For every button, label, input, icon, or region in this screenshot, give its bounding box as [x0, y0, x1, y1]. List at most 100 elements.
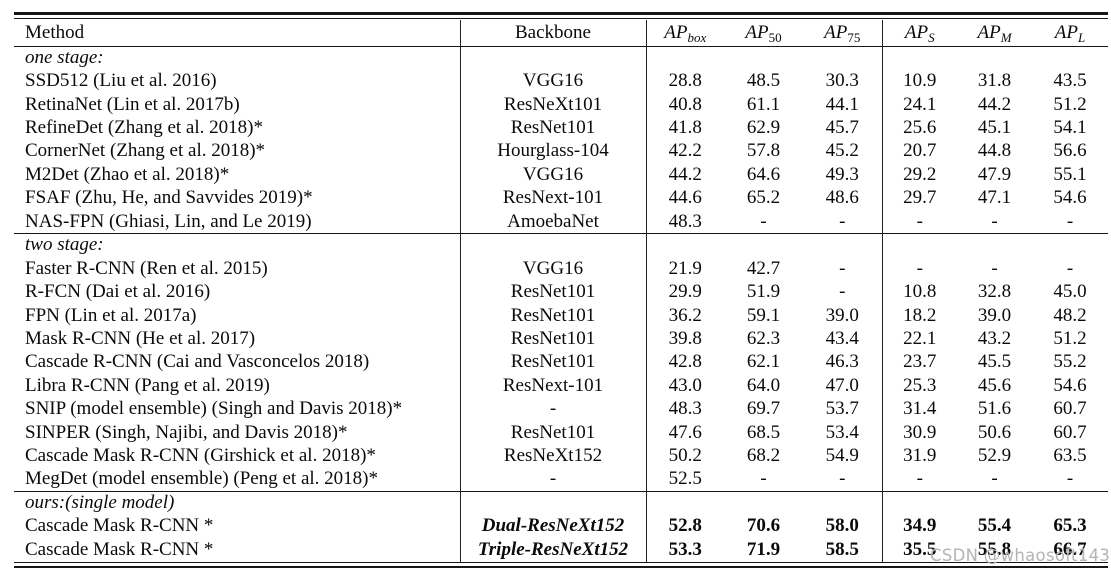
metric-value-cell: 44.6 [645, 186, 724, 211]
metric-value-cell: 54.6 [1053, 374, 1087, 396]
metric-value-cell: 52.9 [977, 445, 1012, 467]
method-cell: Cascade Mask R-CNN * [25, 515, 214, 537]
section-label: two stage: [14, 232, 460, 257]
metric-value-cell: 42.2 [645, 139, 724, 164]
backbone-cell: AmoebaNet [459, 210, 646, 234]
metric-value-cell: 10.8 [881, 280, 957, 304]
metric-value-cell: 21.9 [645, 256, 724, 281]
method-cell: SINPER (Singh, Najibi, and Davis 2018)* [25, 421, 348, 443]
section-label: one stage: [14, 45, 460, 70]
metric-value-cell: 65.2 [746, 187, 781, 209]
method-cell: FPN (Lin et al. 2017a) [25, 304, 197, 326]
metric-value-cell: 52.8 [645, 514, 724, 539]
method-cell: Cascade Mask R-CNN (Girshick et al. 2018… [25, 445, 376, 467]
metric-value-cell: 47.1 [977, 187, 1012, 209]
method-cell: SNIP (model ensemble) (Singh and Davis 2… [25, 398, 403, 420]
metric-value-cell: 57.8 [746, 140, 781, 162]
metric-value-cell: 62.1 [746, 351, 781, 373]
table-row: RetinaNet (Lin et al. 2017b) ResNeXt101 40… [14, 92, 1108, 117]
metric-value-cell: 41.8 [645, 116, 724, 140]
metric-value-cell: - [991, 257, 998, 279]
backbone-cell: VGG16 [459, 256, 646, 281]
empty-cell [459, 232, 646, 257]
metric-value-cell: 43.0 [645, 374, 724, 398]
metric-value-cell: 43.4 [825, 327, 859, 349]
metric-value-cell: 54.1 [1053, 117, 1087, 139]
metric-value-cell: 54.9 [825, 445, 859, 467]
metric-value-cell: - [839, 257, 846, 279]
empty-cell [803, 45, 882, 70]
metric-value-cell: 35.5 [881, 538, 957, 562]
table-row: SINPER (Singh, Najibi, and Davis 2018)* R… [14, 421, 1108, 445]
metric-value-cell: 25.6 [881, 116, 957, 140]
metric-value-cell: 47.0 [825, 374, 859, 396]
metric-value-cell: 45.0 [1053, 281, 1087, 303]
metric-value-cell: 70.6 [746, 515, 781, 537]
table-row: SNIP (model ensemble) (Singh and Davis 2… [14, 397, 1108, 421]
metric-value-cell: - [1066, 210, 1074, 232]
metric-value-cell: 42.8 [645, 350, 724, 375]
header-row: Method Backbone APbox AP50 AP75 APS APM APL [14, 19, 1108, 47]
metric-value-cell: 48.5 [746, 70, 781, 92]
metric-value-cell: 43.5 [1053, 70, 1087, 92]
metric-value-cell: 32.8 [977, 281, 1012, 303]
method-cell: NAS-FPN (Ghiasi, Lin, and Le 2019) [25, 210, 312, 232]
metric-value-cell: 31.4 [881, 397, 957, 421]
table-top-rule-thin [14, 18, 1108, 20]
col-header-ap-box: APbox [645, 19, 724, 47]
empty-cell [645, 490, 724, 515]
metric-value-cell: 69.7 [746, 398, 781, 420]
metric-value-cell: - [881, 210, 957, 234]
method-cell: RetinaNet (Lin et al. 2017b) [25, 93, 240, 115]
backbone-cell: ResNeXt101 [459, 92, 646, 117]
metric-value-cell: 23.7 [881, 350, 957, 375]
method-cell: R-FCN (Dai et al. 2016) [25, 281, 211, 303]
table-row: Cascade R-CNN (Cai and Vasconcelos 2018)… [14, 350, 1108, 375]
metric-value-cell: 61.1 [746, 93, 781, 115]
backbone-cell: ResNext-101 [459, 186, 646, 211]
metric-value-cell: 47.9 [977, 163, 1012, 185]
metric-value-cell: 48.3 [645, 397, 724, 421]
table-row: FSAF (Zhu, He, and Savvides 2019)* ResNex… [14, 186, 1108, 211]
metric-value-cell: 51.2 [1053, 93, 1087, 115]
metric-value-cell: 45.1 [977, 117, 1012, 139]
table-row: MegDet (model ensemble) (Peng et al. 201… [14, 467, 1108, 492]
metric-value-cell: 34.9 [881, 514, 957, 539]
backbone-cell: ResNet101 [459, 280, 646, 304]
metric-value-cell: - [1066, 257, 1074, 279]
metric-value-cell: 45.2 [825, 140, 859, 162]
metric-value-cell: 55.4 [977, 515, 1012, 537]
metric-value-cell: 54.6 [1053, 187, 1087, 209]
metric-value-cell: 48.6 [825, 187, 859, 209]
metric-value-cell: - [839, 468, 846, 490]
metric-value-cell: 50.2 [645, 444, 724, 468]
metric-value-cell: 71.9 [746, 538, 781, 560]
metric-value-cell: 63.5 [1053, 445, 1087, 467]
backbone-cell: ResNet101 [459, 303, 646, 328]
empty-cell [1032, 45, 1108, 70]
col-header-ap-s: APS [881, 19, 957, 47]
backbone-cell: ResNet101 [459, 421, 646, 445]
table-row: Libra R-CNN (Pang et al. 2019) ResNext-10… [14, 374, 1108, 398]
method-cell: Faster R-CNN (Ren et al. 2015) [25, 257, 268, 279]
table-row: NAS-FPN (Ghiasi, Lin, and Le 2019) Amoeba… [14, 210, 1108, 234]
empty-cell [881, 490, 957, 515]
metric-value-cell: 65.3 [1053, 515, 1087, 537]
empty-cell [645, 45, 724, 70]
empty-cell [957, 45, 1032, 70]
backbone-cell: ResNext-101 [459, 374, 646, 398]
metric-value-cell: - [839, 281, 846, 303]
metric-value-cell: 58.5 [825, 538, 859, 560]
table-row: FPN (Lin et al. 2017a) ResNet101 36.2 59.1 3… [14, 303, 1108, 328]
metric-value-cell: 45.5 [977, 351, 1012, 373]
table-row: RefineDet (Zhang et al. 2018)* ResNet101 4… [14, 116, 1108, 140]
metric-value-cell: - [991, 468, 998, 490]
method-cell: Mask R-CNN (He et al. 2017) [25, 327, 256, 349]
metric-value-cell: 55.1 [1053, 163, 1087, 185]
metric-value-cell: - [760, 468, 767, 490]
empty-cell [803, 232, 882, 257]
metric-value-cell: 60.7 [1053, 398, 1087, 420]
col-header-ap-75: AP75 [803, 19, 882, 47]
table-top-rule-thick [14, 12, 1108, 15]
